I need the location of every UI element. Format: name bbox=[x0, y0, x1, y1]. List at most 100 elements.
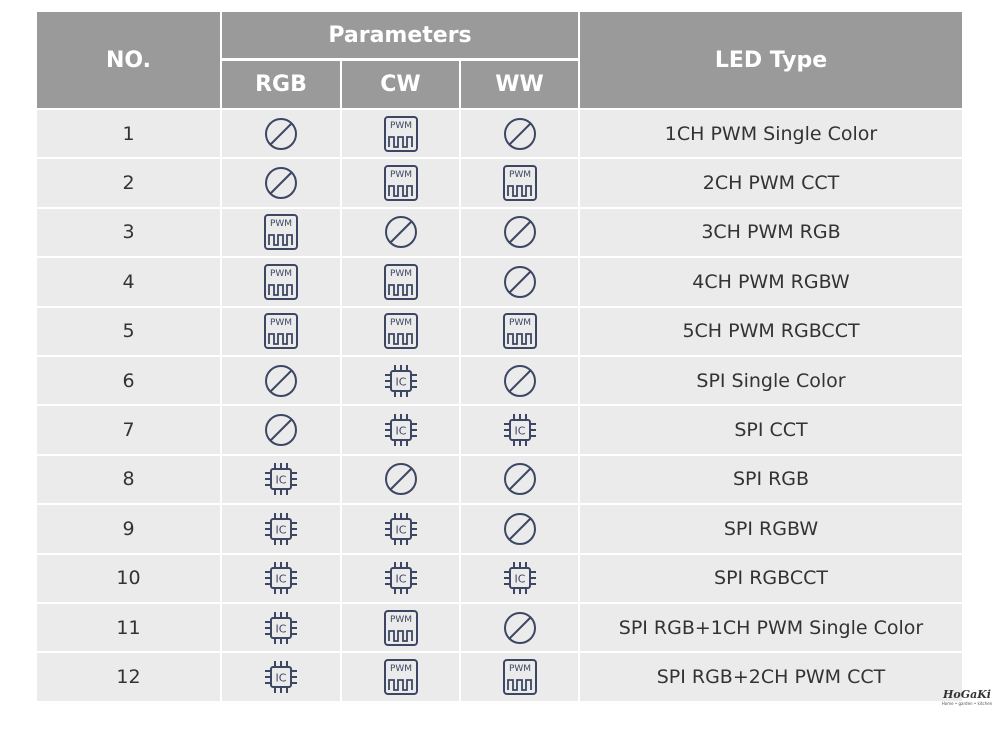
icon: IC bbox=[384, 512, 417, 545]
param-cell bbox=[222, 357, 340, 405]
param-cell: PWM bbox=[342, 307, 459, 355]
icon: PWM bbox=[383, 165, 418, 202]
row-led-type: 5CH PWM RGBCCT bbox=[580, 307, 962, 355]
param-cell: PWM bbox=[342, 159, 459, 207]
header-column: WW bbox=[461, 61, 578, 108]
icon bbox=[384, 216, 417, 249]
icon: IC bbox=[265, 512, 297, 545]
param-cell: PWM bbox=[222, 208, 340, 257]
param-cell bbox=[222, 110, 340, 158]
header-no: NO. bbox=[37, 12, 220, 108]
icon-label: PWM bbox=[508, 664, 530, 674]
param-cell: IC bbox=[342, 554, 459, 602]
icon-label: IC bbox=[276, 622, 287, 635]
param-cell: PWM bbox=[342, 258, 459, 306]
icon-label: IC bbox=[276, 573, 287, 586]
row-led-type: SPI RGB bbox=[580, 455, 962, 504]
icon-label: IC bbox=[395, 523, 406, 536]
icon: PWM bbox=[502, 313, 537, 350]
param-cell bbox=[222, 159, 340, 207]
logo-tagline: Home • garden • kitchen bbox=[941, 701, 993, 706]
icon: PWM bbox=[383, 115, 418, 152]
icon-label: PWM bbox=[270, 269, 292, 279]
icon-label: IC bbox=[395, 573, 406, 586]
param-cell bbox=[461, 455, 578, 504]
param-cell: PWM bbox=[461, 653, 578, 701]
row-led-type: 2CH PWM CCT bbox=[580, 159, 962, 207]
icon bbox=[503, 463, 536, 496]
param-cell bbox=[461, 357, 578, 405]
param-cell bbox=[342, 455, 459, 504]
icon-label: PWM bbox=[389, 121, 411, 131]
param-cell bbox=[461, 258, 578, 306]
icon-label: PWM bbox=[270, 318, 292, 328]
param-cell: PWM bbox=[222, 258, 340, 306]
icon-label: PWM bbox=[270, 219, 292, 229]
row-no: 5 bbox=[37, 307, 220, 355]
row-no: 12 bbox=[37, 653, 220, 701]
icon-label: PWM bbox=[389, 170, 411, 180]
icon: IC bbox=[503, 562, 536, 595]
param-cell: PWM bbox=[342, 653, 459, 701]
icon: PWM bbox=[264, 313, 298, 350]
icon bbox=[265, 167, 297, 200]
param-cell: IC bbox=[342, 357, 459, 405]
param-cell: IC bbox=[222, 505, 340, 553]
row-led-type: SPI Single Color bbox=[580, 357, 962, 405]
icon: IC bbox=[384, 414, 417, 447]
param-cell: PWM bbox=[342, 604, 459, 652]
param-cell bbox=[461, 505, 578, 553]
icon: IC bbox=[384, 364, 417, 397]
row-led-type: SPI RGBW bbox=[580, 505, 962, 553]
param-cell bbox=[222, 406, 340, 454]
row-no: 10 bbox=[37, 554, 220, 602]
row-no: 6 bbox=[37, 357, 220, 405]
icon: PWM bbox=[383, 609, 418, 646]
header-column: RGB bbox=[222, 61, 340, 108]
row-led-type: 1CH PWM Single Color bbox=[580, 110, 962, 158]
param-cell: IC bbox=[222, 604, 340, 652]
row-led-type: 3CH PWM RGB bbox=[580, 208, 962, 257]
param-cell: PWM bbox=[461, 159, 578, 207]
row-no: 1 bbox=[37, 110, 220, 158]
icon-label: PWM bbox=[508, 170, 530, 180]
watermark: HoGaKi Home • garden • kitchen bbox=[935, 688, 999, 706]
param-cell bbox=[342, 208, 459, 257]
icon: PWM bbox=[502, 165, 537, 202]
icon bbox=[503, 611, 536, 644]
row-led-type: SPI RGBCCT bbox=[580, 554, 962, 602]
icon bbox=[265, 117, 297, 150]
icon-label: IC bbox=[276, 672, 287, 685]
icon: PWM bbox=[264, 263, 298, 300]
param-cell bbox=[461, 208, 578, 257]
icon: IC bbox=[265, 611, 297, 644]
row-no: 8 bbox=[37, 455, 220, 504]
icon: IC bbox=[265, 661, 297, 694]
icon bbox=[503, 512, 536, 545]
param-cell: IC bbox=[222, 554, 340, 602]
icon: PWM bbox=[383, 659, 418, 696]
icon bbox=[265, 364, 297, 397]
row-no: 11 bbox=[37, 604, 220, 652]
icon-label: PWM bbox=[389, 664, 411, 674]
param-cell bbox=[461, 604, 578, 652]
param-cell: IC bbox=[222, 455, 340, 504]
icon-label: IC bbox=[276, 523, 287, 536]
icon bbox=[384, 463, 417, 496]
icon bbox=[265, 414, 297, 447]
icon: IC bbox=[265, 463, 297, 496]
param-cell: PWM bbox=[222, 307, 340, 355]
icon: IC bbox=[265, 562, 297, 595]
row-no: 4 bbox=[37, 258, 220, 306]
icon bbox=[503, 216, 536, 249]
param-cell: PWM bbox=[342, 110, 459, 158]
header-parameters: Parameters bbox=[222, 12, 578, 58]
icon-label: IC bbox=[395, 425, 406, 438]
row-led-type: SPI RGB+2CH PWM CCT bbox=[580, 653, 962, 701]
row-led-type: SPI RGB+1CH PWM Single Color bbox=[580, 604, 962, 652]
param-cell: PWM bbox=[461, 307, 578, 355]
param-cell: IC bbox=[342, 406, 459, 454]
param-cell: IC bbox=[222, 653, 340, 701]
row-no: 7 bbox=[37, 406, 220, 454]
row-no: 3 bbox=[37, 208, 220, 257]
